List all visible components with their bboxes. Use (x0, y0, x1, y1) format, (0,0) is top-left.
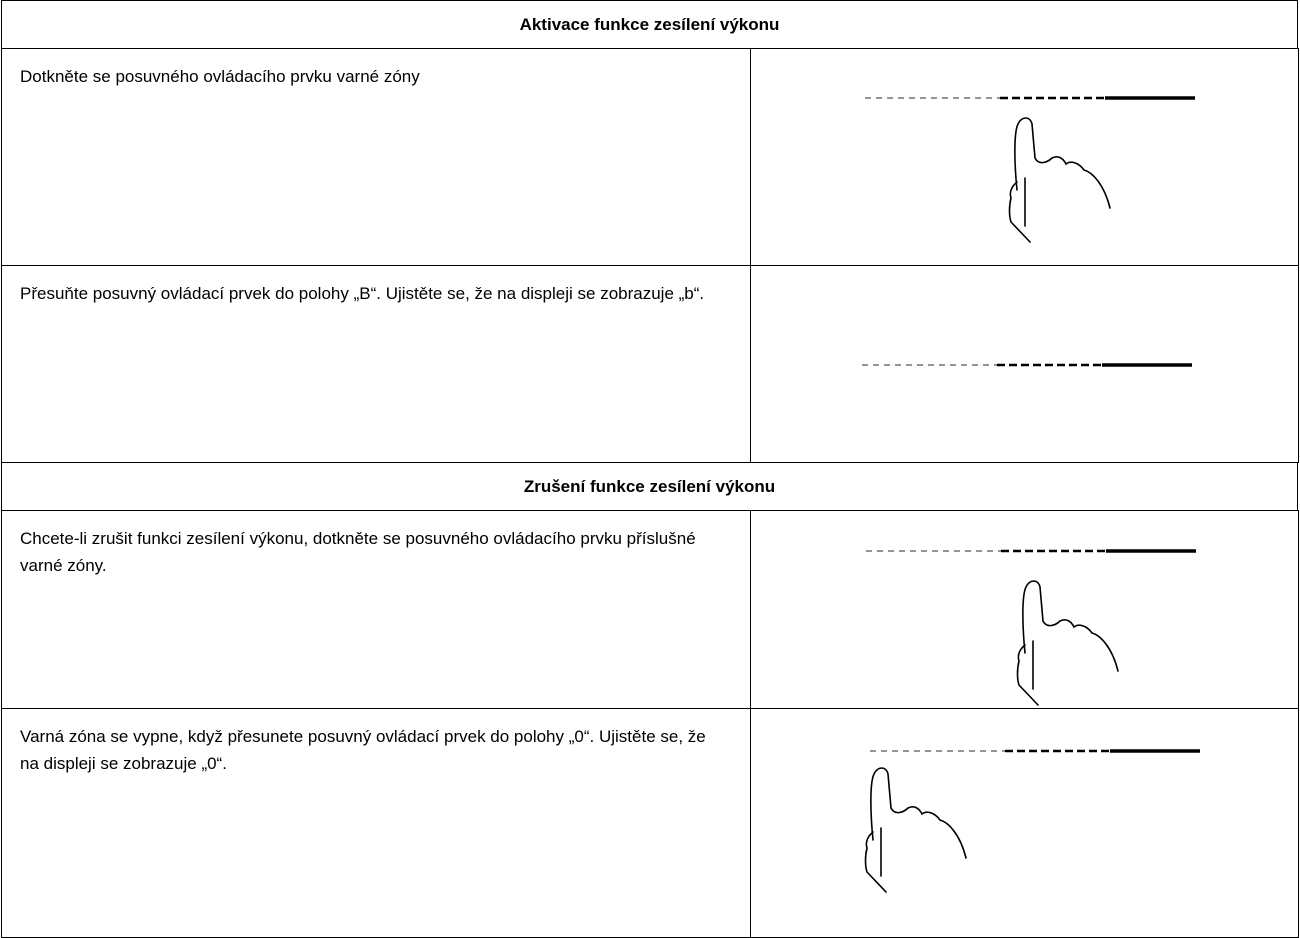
hand-icon (864, 767, 967, 893)
illustrations (860, 96, 1202, 893)
hand-icon (1016, 580, 1119, 706)
hand-icon (1008, 117, 1111, 243)
